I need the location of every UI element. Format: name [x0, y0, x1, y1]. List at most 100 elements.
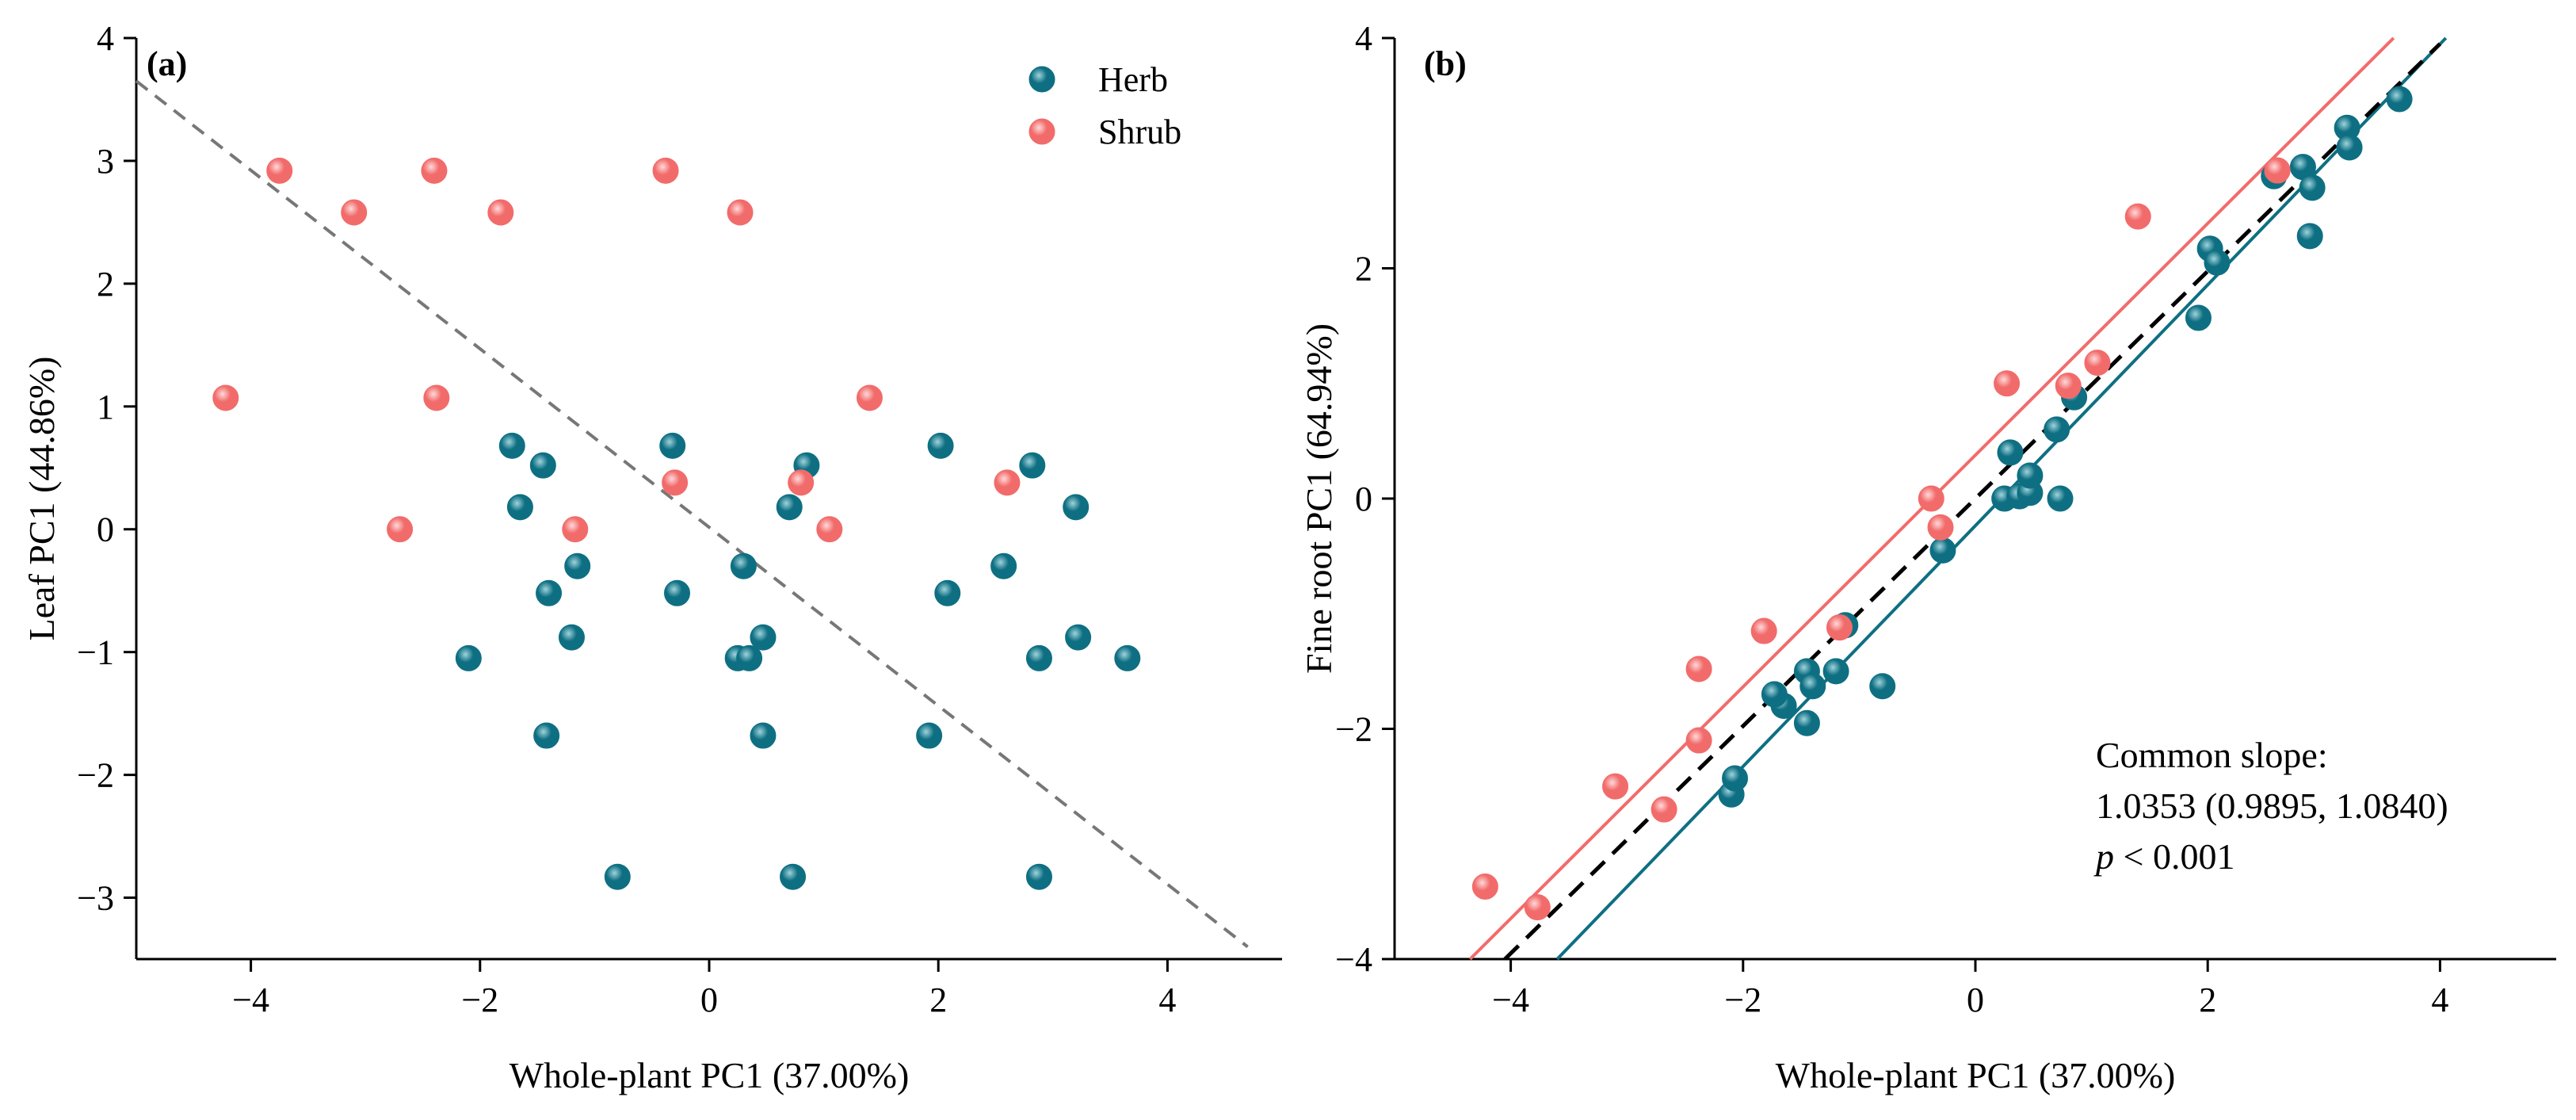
annotation-p-text: < 0.001 [2114, 836, 2234, 877]
y-tick-label: −2 [77, 756, 114, 795]
point-shrub [1750, 617, 1777, 644]
point-shrub [1927, 514, 1954, 541]
point-herb [1025, 863, 1052, 890]
point-herb [498, 432, 525, 459]
x-tick-label: −4 [1492, 980, 1529, 1019]
point-herb [927, 432, 954, 459]
legend-point-herb [1028, 66, 1055, 93]
panel-a-label: (a) [147, 44, 187, 83]
point-herb [2299, 174, 2326, 201]
legend-label-herb: Herb [1098, 60, 1168, 99]
panel-b-label: (b) [1424, 44, 1467, 83]
point-shrub [1524, 894, 1551, 921]
point-herb [2044, 416, 2070, 443]
point-shrub [816, 516, 843, 543]
point-shrub [212, 384, 239, 411]
point-herb [1822, 658, 1849, 685]
point-shrub [1471, 873, 1498, 900]
legend-marker-shrub [1028, 118, 1055, 145]
panel-a: −4 −2 0 2 4 −3 −2 −1 0 1 2 3 4 (a) Whole-plant PC1 (… [21, 19, 1282, 1095]
point-shrub [2124, 203, 2151, 230]
point-shrub [662, 469, 689, 496]
point-herb [533, 722, 560, 749]
annotation-slope-value: 1.0353 (0.9895, 1.0840) [2096, 786, 2448, 826]
point-shrub [2084, 350, 2111, 377]
legend-point-shrub [1028, 118, 1055, 145]
point-shrub [1651, 796, 1677, 823]
reference-line [135, 79, 1249, 949]
point-shrub [2055, 373, 2082, 399]
x-tick-label: −2 [461, 980, 498, 1019]
point-shrub [1685, 656, 1712, 682]
point-shrub [856, 384, 883, 411]
point-shrub [487, 199, 514, 226]
panel-b-points [1471, 86, 2413, 921]
point-shrub [562, 516, 589, 543]
point-shrub [1918, 485, 1944, 512]
panel-a-x-axis-title: Whole-plant PC1 (37.00%) [509, 1055, 910, 1095]
y-tick-label: −2 [1335, 710, 1372, 749]
point-herb [990, 552, 1017, 579]
x-tick-label: 0 [1967, 980, 1984, 1019]
point-herb [604, 863, 631, 890]
x-tick-label: 4 [2431, 980, 2448, 1019]
point-herb [2336, 134, 2363, 161]
panel-b-y-axis-title: Fine root PC1 (64.94%) [1299, 323, 1339, 674]
x-tick-label: −4 [232, 980, 269, 1019]
point-herb [1114, 644, 1141, 671]
point-herb [558, 624, 585, 651]
point-herb [776, 494, 803, 521]
point-shrub [1602, 773, 1629, 800]
point-herb [750, 624, 777, 651]
x-tick-label: 2 [2199, 980, 2216, 1019]
panel-b-x-axis-title: Whole-plant PC1 (37.00%) [1776, 1055, 2176, 1095]
point-herb [1869, 673, 1896, 700]
point-shrub [423, 384, 450, 411]
point-herb [536, 579, 563, 606]
point-shrub [2264, 157, 2291, 184]
y-tick-label: 4 [1355, 19, 1372, 58]
point-shrub [1826, 614, 1853, 641]
point-herb [564, 552, 591, 579]
point-herb [1799, 673, 1826, 700]
point-herb [934, 579, 961, 606]
point-shrub [421, 157, 448, 184]
y-tick-label: −4 [1335, 940, 1372, 979]
point-herb [736, 644, 763, 671]
x-tick-label: 2 [929, 980, 947, 1019]
point-herb [2204, 249, 2231, 276]
panel-b-ticks: −4 −2 0 2 4 −4 −2 0 2 4 [1335, 19, 2448, 1019]
point-herb [455, 644, 482, 671]
point-shrub [788, 469, 815, 496]
x-tick-label: −2 [1724, 980, 1761, 1019]
point-herb [2386, 86, 2413, 113]
point-herb [1065, 624, 1092, 651]
y-tick-label: −1 [77, 633, 114, 672]
y-tick-label: 3 [97, 142, 114, 181]
point-herb [730, 552, 757, 579]
common-slope-annotation: Common slope: 1.0353 (0.9895, 1.0840) p … [2093, 735, 2448, 877]
x-tick-label: 0 [700, 980, 718, 1019]
legend-marker-herb [1028, 66, 1055, 93]
point-shrub [1685, 727, 1712, 754]
point-herb [506, 494, 533, 521]
point-shrub [652, 157, 679, 184]
point-herb [916, 722, 943, 749]
point-herb [2047, 485, 2074, 512]
legend-label-shrub: Shrub [1098, 113, 1181, 151]
point-herb [780, 863, 807, 890]
y-tick-label: 0 [1355, 480, 1372, 518]
point-herb [1997, 439, 2024, 466]
annotation-title: Common slope: [2096, 735, 2328, 775]
annotation-p-symbol: p [2093, 836, 2114, 877]
panel-a-reference-line-group [135, 79, 1249, 949]
panel-a-legend: Herb Shrub [1028, 60, 1181, 151]
point-herb [1793, 709, 1820, 736]
point-herb [750, 722, 777, 749]
point-shrub [994, 469, 1021, 496]
point-shrub [387, 516, 414, 543]
panel-b: −4 −2 0 2 4 −4 −2 0 2 4 (b) Whole-plant PC1 (37.0… [1299, 19, 2556, 1095]
point-herb [1761, 681, 1788, 708]
y-tick-label: 1 [97, 388, 114, 426]
